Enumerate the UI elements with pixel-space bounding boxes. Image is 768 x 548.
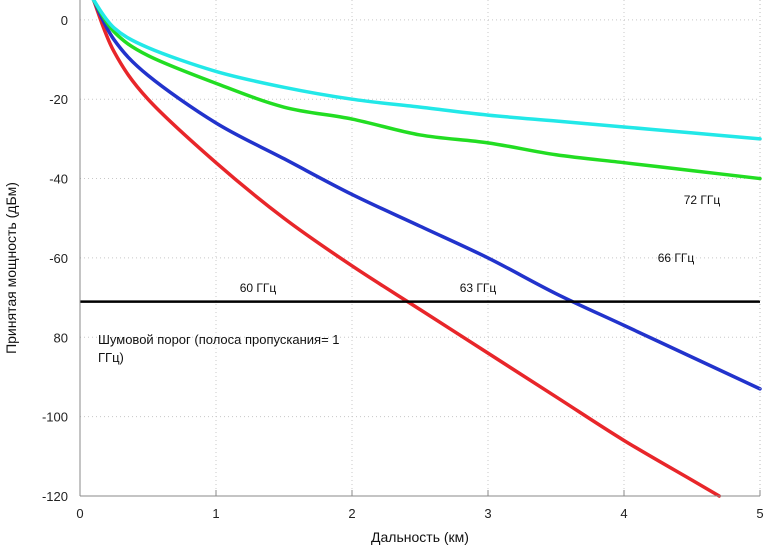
- x-tick-label: 5: [756, 506, 763, 521]
- series-line-63-ГГц: [91, 0, 762, 391]
- series-line-60-ГГц: [91, 0, 721, 498]
- y-tick-label: 80: [54, 330, 68, 345]
- y-tick-label: -60: [49, 251, 68, 266]
- series-label: 60 ГГц: [240, 281, 277, 295]
- x-tick-label: 0: [76, 506, 83, 521]
- y-tick-label: -100: [42, 410, 68, 425]
- series-group: [91, 0, 762, 498]
- series-line-72-ГГц: [91, 0, 762, 141]
- noise-floor-label: Шумовой порог (полоса пропускания= 1 ГГц): [98, 332, 340, 365]
- y-tick-label: -20: [49, 92, 68, 107]
- y-tick-label: -40: [49, 172, 68, 187]
- x-tick-label: 3: [484, 506, 491, 521]
- noise-floor-label-line: ГГц): [98, 350, 124, 365]
- x-tick-label: 1: [212, 506, 219, 521]
- series-label: 72 ГГц: [684, 193, 721, 207]
- series-labels: 60 ГГц 63 ГГц 66 ГГц 72 ГГц: [240, 193, 721, 295]
- x-axis-title: Дальность (км): [371, 529, 469, 545]
- y-axis-title: Принятая мощность (дБм): [3, 182, 19, 354]
- x-tick-label: 2: [348, 506, 355, 521]
- series-label: 63 ГГц: [460, 281, 497, 295]
- series-line-66-ГГц: [91, 0, 762, 181]
- y-tick-label: -120: [42, 489, 68, 504]
- x-tick-label: 4: [620, 506, 627, 521]
- ticks: 0 1 2 3 4 5 0 -20 -40 -60 80 -100 -120: [42, 13, 764, 521]
- axes: [79, 0, 761, 497]
- series-label: 66 ГГц: [658, 251, 695, 265]
- noise-floor-label-line: Шумовой порог (полоса пропускания= 1: [98, 332, 340, 347]
- y-tick-label: 0: [61, 13, 68, 28]
